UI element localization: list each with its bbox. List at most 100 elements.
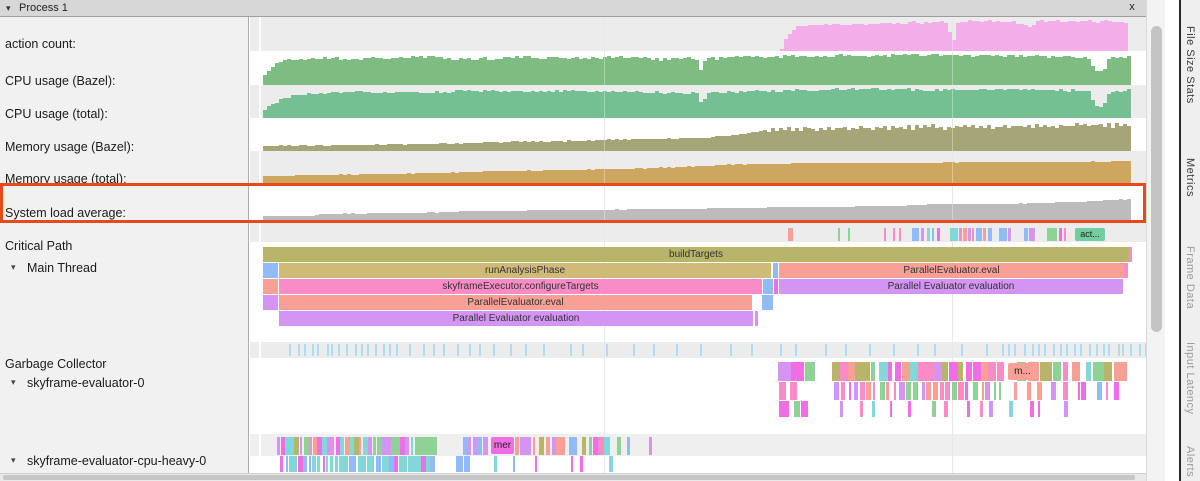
timeline-span[interactable]: buildTargets: [263, 247, 1129, 262]
timeline-span[interactable]: runAnalysisPhase: [279, 263, 771, 278]
chart-bar: [727, 164, 731, 183]
timeline-span[interactable]: [755, 311, 758, 326]
timeline-span[interactable]: [763, 279, 773, 294]
chart-bar: [807, 207, 811, 221]
chart-bar: [551, 209, 555, 221]
tab-frame-data[interactable]: Frame Data: [1184, 246, 1196, 310]
chart-bar: [859, 126, 863, 151]
chart-bar: [975, 89, 979, 118]
counter-chart-memory-usage-bazel[interactable]: [263, 119, 1128, 151]
chart-bar: [707, 58, 711, 85]
timeline-span[interactable]: [263, 279, 278, 294]
counter-chart-system-load-average[interactable]: [263, 189, 1128, 221]
chart-bar: [299, 145, 303, 151]
tab-metrics[interactable]: Metrics: [1184, 158, 1196, 197]
chart-bar: [423, 92, 427, 118]
chart-bar: [1099, 106, 1103, 118]
chart-bar: [987, 204, 991, 221]
chart-bar: [307, 145, 311, 151]
timeline-span[interactable]: [1124, 263, 1128, 278]
timeline-span[interactable]: [263, 295, 278, 310]
timeline-span[interactable]: Parallel Evaluator evaluation: [279, 311, 753, 326]
counter-chart-memory-usage-total[interactable]: [263, 151, 1128, 183]
chart-bar: [907, 162, 911, 183]
timeline-span[interactable]: skyframeExecutor.configureTargets: [279, 279, 762, 294]
chart-bar: [595, 91, 599, 118]
timeline-span[interactable]: ParallelEvaluator.eval: [779, 263, 1124, 278]
chart-bar: [1091, 125, 1095, 151]
timeline-span[interactable]: [762, 295, 773, 310]
chart-bar: [379, 144, 383, 151]
chart-bar: [563, 141, 567, 151]
chart-bar: [363, 91, 367, 118]
event-block: [425, 456, 431, 472]
collapse-arrow-icon[interactable]: ▾: [11, 377, 16, 387]
chart-bar: [487, 141, 491, 151]
chart-bar: [1023, 161, 1027, 183]
chart-bar: [1083, 123, 1087, 151]
counter-chart-cpu-usage-total[interactable]: [263, 86, 1128, 118]
gc-event-tick: [676, 344, 679, 356]
counter-chart-action-count[interactable]: [780, 19, 1128, 51]
chart-bar: [1103, 69, 1107, 85]
horizontal-scrollbar-thumb[interactable]: [3, 475, 1135, 480]
chart-bar: [807, 163, 811, 183]
chart-bar: [863, 89, 867, 118]
timeline-span[interactable]: ParallelEvaluator.eval: [279, 295, 752, 310]
event-block: [395, 437, 400, 455]
chart-bar: [1088, 19, 1092, 51]
timeline-span[interactable]: [1129, 247, 1132, 262]
tab-alerts[interactable]: Alerts: [1184, 446, 1196, 478]
chart-bar: [435, 91, 439, 118]
chart-bar: [955, 55, 959, 85]
chart-bar: [715, 207, 719, 221]
track-label-main-thread[interactable]: ▾ Main Thread: [0, 261, 248, 277]
collapse-arrow-icon[interactable]: ▾: [6, 3, 11, 13]
collapse-arrow-icon[interactable]: ▾: [11, 262, 16, 272]
event-badge[interactable]: act...: [1075, 228, 1105, 241]
timeline-span[interactable]: Parallel Evaluator evaluation: [779, 279, 1123, 294]
event-block: [1037, 401, 1041, 417]
timeline-span[interactable]: [774, 279, 778, 294]
event-badge[interactable]: m...: [1008, 363, 1037, 380]
collapse-arrow-icon[interactable]: ▾: [11, 455, 16, 465]
timeline-span[interactable]: [773, 263, 778, 278]
tab-file-size-stats[interactable]: File Size Stats: [1184, 26, 1196, 104]
chart-bar: [867, 163, 871, 183]
event-sliver: [1029, 228, 1035, 241]
chart-bar: [551, 170, 555, 183]
chart-bar: [807, 91, 811, 118]
chart-bar: [1095, 200, 1099, 221]
chart-bar: [751, 164, 755, 183]
chart-bar: [879, 205, 883, 221]
close-icon[interactable]: x: [1129, 1, 1135, 13]
chart-bar: [847, 206, 851, 221]
chart-bar: [367, 144, 371, 151]
track-row-background: [250, 456, 1146, 473]
chart-bar: [964, 22, 968, 51]
tab-input-latency[interactable]: Input Latency: [1184, 342, 1196, 415]
event-block: [893, 382, 896, 400]
event-block: [582, 437, 586, 455]
chart-bar: [835, 128, 839, 151]
event-block: [326, 456, 329, 472]
vertical-scrollbar[interactable]: [1146, 0, 1165, 481]
chart-bar: [839, 54, 843, 85]
timeline-span[interactable]: [263, 263, 278, 278]
chart-bar: [543, 91, 547, 118]
chart-bar: [727, 91, 731, 118]
chart-bar: [855, 55, 859, 85]
track-label-skyframe-evaluator-cpu-heavy-0[interactable]: ▾ skyframe-evaluator-cpu-heavy-0: [0, 454, 248, 470]
chart-bar: [1092, 21, 1096, 51]
horizontal-scrollbar[interactable]: [0, 473, 1146, 481]
track-label-skyframe-evaluator-0[interactable]: ▾ skyframe-evaluator-0: [0, 376, 248, 392]
counter-chart-cpu-usage-bazel[interactable]: [263, 53, 1128, 85]
chart-bar: [411, 92, 415, 118]
event-badge[interactable]: mer: [491, 437, 514, 454]
chart-bar: [1051, 89, 1055, 118]
chart-bar: [819, 206, 823, 221]
chart-bar: [419, 56, 423, 85]
vertical-scrollbar-thumb[interactable]: [1151, 26, 1162, 332]
chart-bar: [295, 146, 299, 151]
